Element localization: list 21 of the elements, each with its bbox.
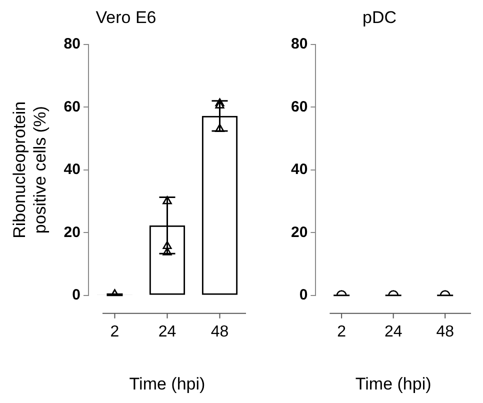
chart-title: Vero E6	[96, 8, 156, 27]
y-tick-label: 0	[299, 286, 308, 304]
x-axis-title: Time (hpi)	[355, 374, 432, 394]
x-tick-label: 48	[210, 323, 229, 340]
x-tick-label: 24	[158, 323, 176, 340]
x-tick-label: 24	[384, 323, 402, 340]
y-axis-title: Ribonucleoprotein positive cells (%)	[10, 101, 50, 238]
y-tick-label: 20	[64, 224, 80, 241]
y-tick-label: 40	[290, 161, 308, 178]
x-tick-label: 48	[436, 323, 454, 340]
y-tick-label: 60	[64, 98, 80, 116]
y-tick-label: 20	[290, 224, 308, 241]
y-tick-label: 40	[64, 161, 80, 178]
x-tick-label: 2	[110, 323, 120, 340]
y-tick-label: 0	[72, 286, 80, 304]
y-tick-label: 80	[64, 36, 80, 53]
chart-title: pDC	[362, 8, 397, 27]
y-tick-label: 80	[290, 36, 308, 53]
x-axis-title: Time (hpi)	[129, 374, 206, 394]
y-tick-label: 60	[290, 98, 308, 116]
x-tick-label: 2	[337, 323, 346, 340]
